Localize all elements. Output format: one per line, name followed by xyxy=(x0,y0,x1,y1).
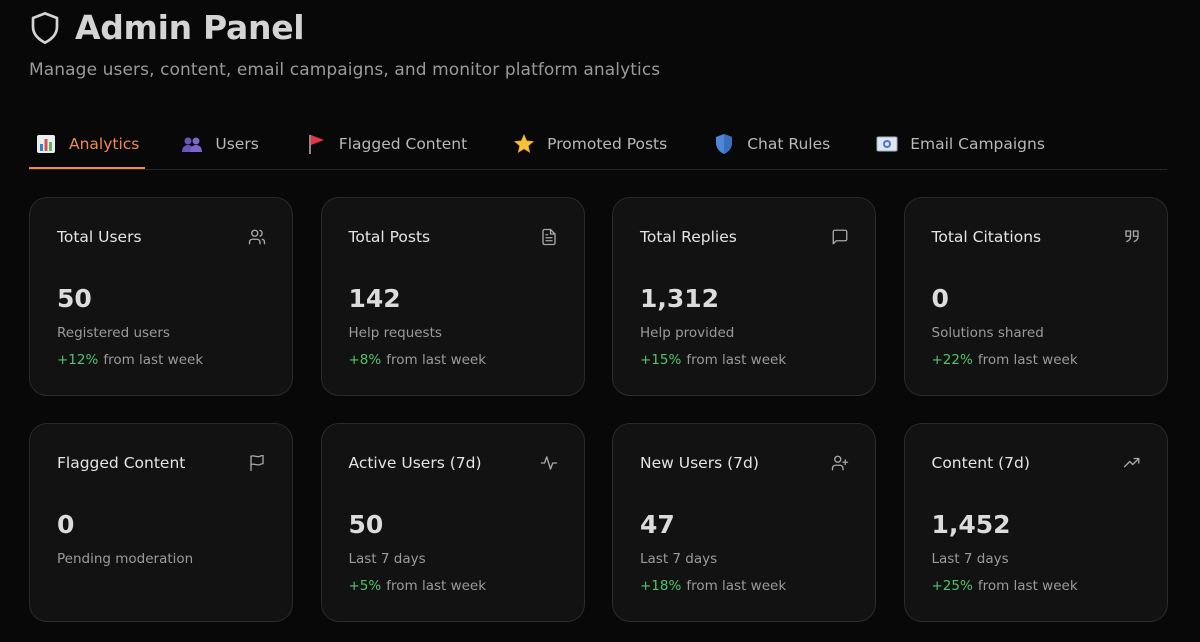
card-description: Help provided xyxy=(640,325,735,341)
change-percent: +15% xyxy=(640,352,682,368)
card-value: 1,452 xyxy=(931,510,1011,539)
quote-icon xyxy=(1123,228,1141,246)
card-change: +12% from last week xyxy=(57,352,203,368)
tab-chat-rules[interactable]: Chat Rules xyxy=(707,122,836,166)
card-description: Solutions shared xyxy=(931,325,1044,341)
card-description: Last 7 days xyxy=(640,551,718,567)
tab-label: Email Campaigns xyxy=(910,135,1045,153)
users-icon xyxy=(248,228,266,246)
stat-card-active-users: Active Users (7d) 50 Last 7 days +5% from… xyxy=(320,423,585,622)
tab-promoted-posts[interactable]: Promoted Posts xyxy=(507,122,673,166)
stat-card-total-replies: Total Replies 1,312 Help provided +15% fr… xyxy=(612,197,876,396)
card-title: Flagged Content xyxy=(57,454,186,472)
card-value: 0 xyxy=(931,284,949,313)
stats-grid: Total Users 50 Registered users +12% from… xyxy=(29,197,1168,622)
card-description: Last 7 days xyxy=(348,551,426,567)
email-emoji-icon xyxy=(876,133,898,155)
card-description: Registered users xyxy=(57,325,170,341)
card-description: Last 7 days xyxy=(931,551,1009,567)
trending-up-icon xyxy=(1123,454,1141,472)
card-title: Active Users (7d) xyxy=(348,454,482,472)
users-emoji-icon xyxy=(181,133,203,155)
card-value: 1,312 xyxy=(640,284,720,313)
tab-flagged-content[interactable]: Flagged Content xyxy=(299,122,473,166)
tab-label: Chat Rules xyxy=(747,135,831,153)
card-title: Total Replies xyxy=(640,228,737,246)
tab-analytics[interactable]: Analytics xyxy=(29,122,146,169)
card-title: Total Citations xyxy=(931,228,1042,246)
tab-email-campaigns[interactable]: Email Campaigns xyxy=(870,122,1051,166)
stat-card-flagged-content: Flagged Content 0 Pending moderation xyxy=(29,423,293,622)
activity-icon xyxy=(540,454,558,472)
message-icon xyxy=(831,228,849,246)
stat-card-total-citations: Total Citations 0 Solutions shared +22% f… xyxy=(903,197,1168,396)
change-suffix: from last week xyxy=(977,578,1078,594)
tab-label: Promoted Posts xyxy=(547,135,668,153)
change-suffix: from last week xyxy=(386,578,487,594)
card-title: Total Posts xyxy=(348,228,431,246)
card-value: 50 xyxy=(348,510,384,539)
stat-card-total-posts: Total Posts 142 Help requests +8% from la… xyxy=(320,197,585,396)
change-suffix: from last week xyxy=(103,352,204,368)
page-header: Admin Panel xyxy=(29,8,305,47)
shield-icon xyxy=(29,9,63,47)
card-value: 50 xyxy=(57,284,92,313)
user-plus-icon xyxy=(831,454,849,472)
stat-card-content: Content (7d) 1,452 Last 7 days +25% from … xyxy=(903,423,1168,622)
tab-label: Flagged Content xyxy=(338,135,468,153)
change-suffix: from last week xyxy=(686,352,787,368)
card-description: Help requests xyxy=(348,325,442,341)
stat-card-new-users: New Users (7d) 47 Last 7 days +18% from l… xyxy=(612,423,876,622)
card-change: +18% from last week xyxy=(640,578,786,594)
card-title: Total Users xyxy=(57,228,142,246)
card-title: Content (7d) xyxy=(931,454,1030,472)
change-percent: +5% xyxy=(348,578,382,594)
change-percent: +25% xyxy=(931,578,973,594)
change-suffix: from last week xyxy=(977,352,1078,368)
card-value: 47 xyxy=(640,510,675,539)
shield-emoji-icon xyxy=(713,133,735,155)
page-subtitle: Manage users, content, email campaigns, … xyxy=(29,60,661,80)
star-emoji-icon xyxy=(513,133,535,155)
card-change: +22% from last week xyxy=(932,352,1078,368)
card-value: 0 xyxy=(57,510,75,539)
tab-bar: Analytics Users Flagged Content xyxy=(29,122,1167,170)
tab-users[interactable]: Users xyxy=(175,122,264,166)
stat-card-total-users: Total Users 50 Registered users +12% from… xyxy=(29,197,293,396)
change-suffix: from last week xyxy=(386,352,487,368)
tab-label: Users xyxy=(215,135,259,153)
change-percent: +22% xyxy=(931,352,973,368)
change-suffix: from last week xyxy=(686,578,787,594)
card-description: Pending moderation xyxy=(57,551,194,567)
card-value: 142 xyxy=(348,284,401,313)
tab-label: Analytics xyxy=(69,135,140,153)
change-percent: +18% xyxy=(640,578,682,594)
change-percent: +8% xyxy=(348,352,382,368)
document-icon xyxy=(540,228,558,246)
flag-icon xyxy=(248,454,266,472)
card-change: +5% from last week xyxy=(349,578,487,594)
change-percent: +12% xyxy=(57,352,99,368)
card-title: New Users (7d) xyxy=(640,454,759,472)
card-change: +25% from last week xyxy=(932,578,1078,594)
card-change: +15% from last week xyxy=(640,352,786,368)
card-change: +8% from last week xyxy=(349,352,487,368)
red-flag-emoji-icon xyxy=(305,133,327,155)
page-title: Admin Panel xyxy=(75,8,305,47)
bar-chart-emoji-icon xyxy=(35,133,57,155)
